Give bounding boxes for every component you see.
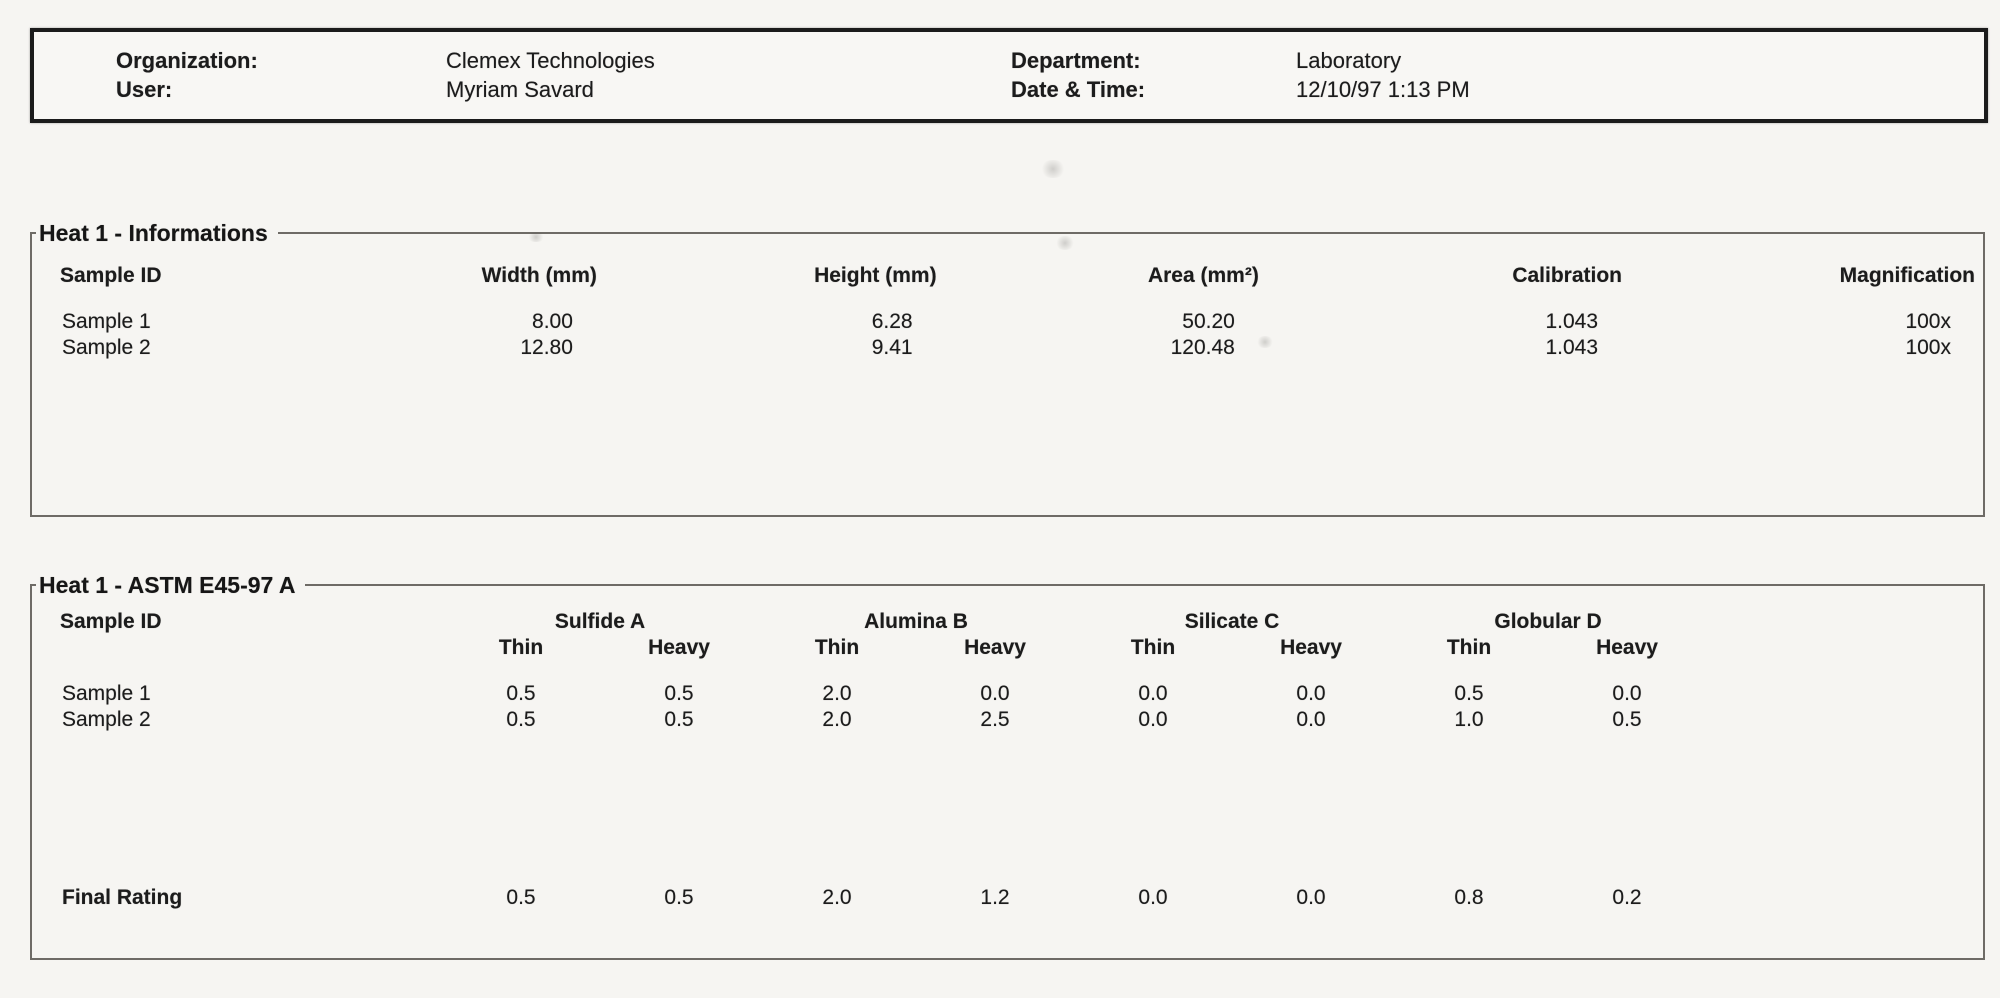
rating-cell: 1.0 [1454,708,1484,731]
astm-subheader-row: Thin Heavy Thin Heavy Thin Heavy Thin He… [32,635,1983,665]
spacer-column [1706,599,1983,665]
rating-cell: 0.0 [1612,682,1642,705]
spacer-cell [1706,665,1983,707]
column-header-area: Area (mm²) [1147,264,1259,287]
rating-cell: 0.5 [1454,682,1484,705]
report-header-box: Organization: Clemex Technologies User: … [30,28,1988,123]
calibration-cell: 1.043 [1545,336,1599,359]
scan-artifact [1040,160,1066,178]
rating-cell: 0.5 [664,708,694,731]
astm-section-title: Heat 1 - ASTM E45-97 A [39,572,296,598]
rating-cell: 0.0 [1138,708,1168,731]
user-value: Myriam Savard [446,77,594,102]
calibration-cell: 1.043 [1545,310,1599,333]
width-cell: 12.80 [520,336,573,359]
width-cell: 8.00 [532,310,573,333]
area-cell: 120.48 [1170,336,1235,359]
column-header-magnification: Magnification [1839,264,1975,287]
group-header-globular-d: Globular D [1494,610,1602,633]
height-cell: 9.41 [871,336,913,359]
rating-cell: 0.0 [1296,708,1326,731]
magnification-cell: 100x [1905,310,1951,333]
datetime-value: 12/10/97 1:13 PM [1296,77,1470,102]
final-rating-cell: 0.2 [1612,886,1642,909]
sample-cell: Sample 1 [62,682,151,705]
user-label: User: [116,77,173,102]
rating-cell: 0.0 [1296,682,1326,705]
sample-cell: Sample 2 [62,708,151,731]
heat1-informations-section: Heat 1 - Informations Sample ID Width (m… [30,219,1985,517]
sub-header-thin: Thin [498,636,544,659]
magnification-cell: 100x [1905,336,1951,359]
header-right-column: Department: Laboratory Date & Time: 12/1… [1011,47,1911,104]
height-cell: 6.28 [871,310,913,333]
final-rating-cell: 0.8 [1454,886,1484,909]
rating-cell: 2.5 [980,708,1010,731]
informations-section-title: Heat 1 - Informations [39,220,268,246]
rating-cell: 2.0 [822,682,852,705]
datetime-label: Date & Time: [1011,77,1146,102]
final-rating-cell: 0.0 [1296,886,1326,909]
department-value: Laboratory [1296,48,1402,73]
table-row-sample-2: Sample 2 12.80 9.41 120.48 1.043 100x [32,335,1983,361]
informations-header-row: Sample ID Width (mm) Height (mm) Area (m… [32,247,1983,295]
area-cell: 50.20 [1182,310,1235,333]
table-row-sample-1: Sample 1 8.00 6.28 50.20 1.043 100x [32,295,1983,335]
final-rating-cell: 0.0 [1138,886,1168,909]
department-label: Department: [1011,48,1141,73]
column-header-sample-id: Sample ID [60,610,162,633]
rating-cell: 0.5 [506,708,536,731]
group-header-sulfide-a: Sulfide A [554,610,646,633]
final-rating-label: Final Rating [62,886,183,909]
sample-cell: Sample 1 [62,310,151,333]
final-rating-cell: 0.5 [506,886,536,909]
astm-table: Sample ID Sulfide A Alumina B Silicate C… [32,599,1983,911]
organization-label: Organization: [116,48,258,73]
group-header-silicate-c: Silicate C [1184,610,1280,633]
rating-cell: 0.0 [980,682,1010,705]
informations-table: Sample ID Width (mm) Height (mm) Area (m… [32,247,1983,361]
sub-header-heavy: Heavy [1596,636,1658,659]
sub-header-heavy: Heavy [648,636,710,659]
sub-header-thin: Thin [814,636,860,659]
table-row-sample-1: Sample 1 0.5 0.5 2.0 0.0 0.0 0.0 0.5 0.0 [32,665,1983,707]
blank-spacer-row [32,733,1983,885]
final-rating-cell: 1.2 [980,886,1010,909]
astm-group-header-row: Sample ID Sulfide A Alumina B Silicate C… [32,599,1983,635]
header-left-column: Organization: Clemex Technologies User: … [116,47,1011,104]
spacer-cell [1706,707,1983,733]
column-header-width: Width (mm) [481,264,597,287]
group-header-alumina-b: Alumina B [864,610,968,633]
final-rating-row: Final Rating 0.5 0.5 2.0 1.2 0.0 0.0 0.8… [32,885,1983,911]
table-row-sample-2: Sample 2 0.5 0.5 2.0 2.5 0.0 0.0 1.0 0.5 [32,707,1983,733]
rating-cell: 0.5 [1612,708,1642,731]
spacer-cell [1706,885,1983,911]
rating-cell: 0.0 [1138,682,1168,705]
column-header-calibration: Calibration [1512,264,1623,287]
heat1-astm-e45-section: Heat 1 - ASTM E45-97 A Sample ID Sulfide… [30,571,1985,960]
column-header-sample-id: Sample ID [60,264,162,287]
sub-header-heavy: Heavy [964,636,1026,659]
sub-header-heavy: Heavy [1280,636,1342,659]
column-header-height: Height (mm) [814,264,937,287]
final-rating-cell: 2.0 [822,886,852,909]
sub-header-thin: Thin [1130,636,1176,659]
rating-cell: 2.0 [822,708,852,731]
final-rating-cell: 0.5 [664,886,694,909]
organization-value: Clemex Technologies [446,48,655,73]
sub-header-thin: Thin [1446,636,1492,659]
rating-cell: 0.5 [664,682,694,705]
sample-cell: Sample 2 [62,336,151,359]
rating-cell: 0.5 [506,682,536,705]
